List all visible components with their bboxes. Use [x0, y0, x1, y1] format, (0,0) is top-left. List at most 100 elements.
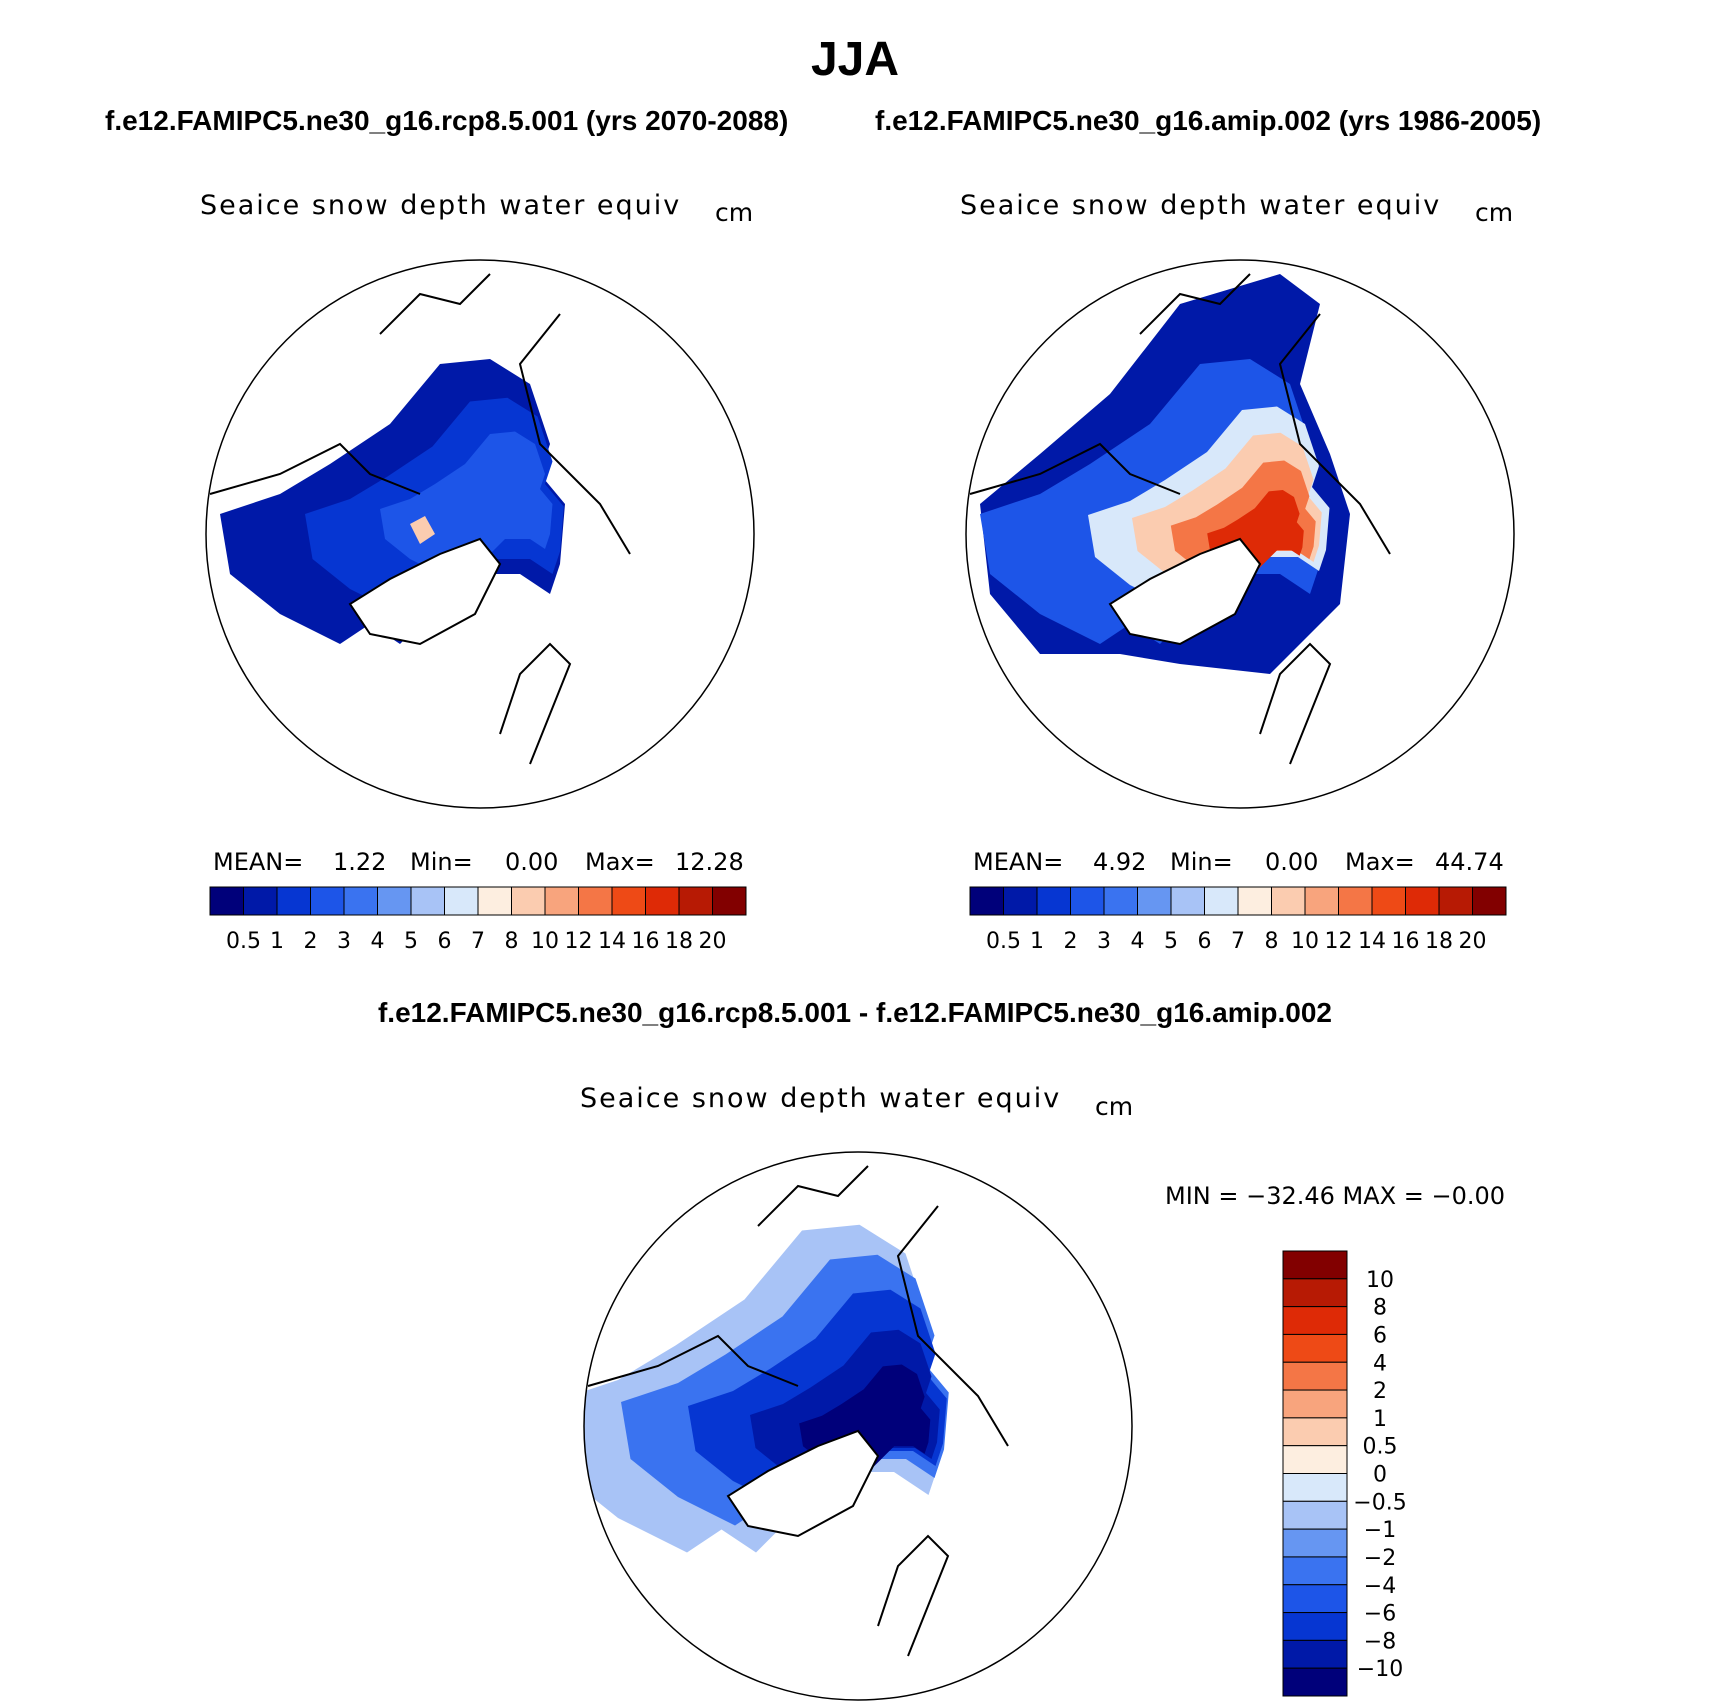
left-colorbar-swatch — [544, 886, 579, 916]
diff-colorbar-swatch — [1282, 1250, 1348, 1280]
right-min-value: 0.00 — [1265, 848, 1319, 876]
right-colorbar-tick-label: 2 — [1064, 929, 1078, 954]
left-colorbar-tick-label: 4 — [371, 929, 385, 954]
difference-title: f.e12.FAMIPC5.ne30_g16.rcp8.5.001 - f.e1… — [377, 997, 1333, 1028]
diff-variable-label: Seaice snow depth water equiv — [580, 1083, 1062, 1114]
left-unit-label: cm — [715, 198, 754, 227]
left-colorbar-tick-label: 16 — [632, 929, 660, 954]
right-colorbar-swatch — [1304, 886, 1339, 916]
diff-colorbar-tick-label: 6 — [1373, 1323, 1387, 1348]
diff-colorbar-swatch — [1282, 1306, 1348, 1335]
left-colorbar-swatch — [444, 886, 479, 916]
left-colorbar-swatch — [678, 886, 713, 916]
left-min-label: Min= — [410, 848, 473, 876]
right-colorbar-tick-label: 4 — [1131, 929, 1145, 954]
diff-colorbar-tick-label: −1 — [1364, 1518, 1396, 1543]
left-max-label: Max= — [585, 848, 655, 876]
diff-unit-label: cm — [1095, 1092, 1134, 1121]
diff-colorbar-tick-label: −0.5 — [1353, 1490, 1406, 1515]
right-colorbar-tick-label: 0.5 — [986, 929, 1021, 954]
right-colorbar-tick-label: 14 — [1358, 929, 1386, 954]
right-colorbar: 0.5 1 2 3 4 5 6 7 8 10 12 14 16 18 20 — [969, 886, 1507, 954]
diff-colorbar-tick-label: 4 — [1373, 1351, 1387, 1376]
diff-colorbar-swatch — [1282, 1417, 1348, 1447]
difference-polar-map — [584, 1152, 1132, 1700]
right-colorbar-swatch — [1070, 886, 1105, 916]
right-colorbar-swatch — [969, 886, 1004, 916]
right-colorbar-swatch — [1371, 886, 1406, 916]
right-max-label: Max= — [1345, 848, 1415, 876]
right-map-boundary — [965, 259, 1515, 809]
right-colorbar-swatch — [1036, 886, 1071, 916]
left-colorbar-swatch — [310, 886, 345, 916]
diff-colorbar-tick-label: −2 — [1364, 1546, 1396, 1571]
left-colorbar-tick-label: 5 — [404, 929, 418, 954]
right-colorbar-tick-label: 18 — [1425, 929, 1453, 954]
right-colorbar-tick-label: 5 — [1164, 929, 1178, 954]
diff-colorbar-tick-label: 10 — [1366, 1268, 1394, 1293]
right-unit-label: cm — [1475, 198, 1514, 227]
left-colorbar-swatch — [343, 886, 378, 916]
left-polar-map — [206, 260, 754, 808]
left-colorbar-swatch — [410, 886, 445, 916]
right-coastlines — [969, 273, 1391, 765]
left-colorbar-swatch — [712, 886, 747, 916]
right-colorbar-tick-label: 20 — [1459, 929, 1487, 954]
diff-colorbar-tick-label: −10 — [1357, 1657, 1403, 1682]
right-colorbar-tick-label: 1 — [1030, 929, 1044, 954]
right-colorbar-tick-label: 10 — [1291, 929, 1319, 954]
left-colorbar-swatch — [209, 886, 244, 916]
left-colorbar-swatch — [611, 886, 646, 916]
left-coastlines — [209, 273, 631, 765]
diff-colorbar-tick-label: 1 — [1373, 1407, 1387, 1432]
diff-colorbar-swatch — [1282, 1333, 1348, 1363]
right-mean-value: 4.92 — [1093, 848, 1147, 876]
right-colorbar-tick-label: 12 — [1325, 929, 1353, 954]
left-colorbar-tick-label: 14 — [598, 929, 626, 954]
diff-colorbar-swatch — [1282, 1389, 1348, 1419]
left-max-value: 12.28 — [675, 848, 744, 876]
left-colorbar-tick-label: 12 — [565, 929, 593, 954]
diff-colorbar-tick-label: −6 — [1364, 1602, 1396, 1627]
right-case-title: f.e12.FAMIPC5.ne30_g16.amip.002 (yrs 198… — [875, 105, 1542, 136]
left-colorbar-tick-label: 10 — [531, 929, 559, 954]
left-min-value: 0.00 — [505, 848, 559, 876]
right-polar-map — [966, 260, 1514, 808]
diff-map-boundary — [583, 1151, 1133, 1701]
right-colorbar-swatch — [1237, 886, 1272, 916]
left-colorbar-swatch — [243, 886, 278, 916]
left-colorbar-tick-label: 7 — [471, 929, 485, 954]
right-colorbar-swatch — [1204, 886, 1239, 916]
diff-colorbar-swatch — [1282, 1361, 1348, 1391]
right-colorbar-swatch — [1103, 886, 1138, 916]
left-colorbar-swatch — [645, 886, 680, 916]
right-colorbar-swatch — [1438, 886, 1473, 916]
diff-colorbar-tick-label: −8 — [1364, 1629, 1396, 1654]
left-colorbar-swatch — [276, 886, 311, 916]
diff-colorbar-swatch — [1282, 1528, 1348, 1558]
left-mean-value: 1.22 — [333, 848, 387, 876]
right-colorbar-tick-label: 8 — [1265, 929, 1279, 954]
right-colorbar-tick-label: 16 — [1392, 929, 1420, 954]
left-colorbar-tick-label: 3 — [337, 929, 351, 954]
left-colorbar-tick-label: 2 — [304, 929, 318, 954]
left-colorbar-tick-label: 0.5 — [226, 929, 261, 954]
diff-colorbar-tick-label: −4 — [1364, 1574, 1396, 1599]
left-map-contour-3 — [410, 516, 435, 544]
right-variable-label: Seaice snow depth water equiv — [960, 190, 1442, 221]
left-colorbar: 0.5 1 2 3 4 5 6 7 8 10 12 14 16 18 20 — [209, 886, 747, 954]
left-colorbar-tick-label: 6 — [438, 929, 452, 954]
right-min-label: Min= — [1170, 848, 1233, 876]
diff-colorbar: 10 86 4 2 1 0.5 0−0.5 −1 −2 −4 −6−8 −10 — [1282, 1250, 1407, 1697]
left-colorbar-tick-label: 18 — [665, 929, 693, 954]
left-case-title: f.e12.FAMIPC5.ne30_g16.rcp8.5.001 (yrs 2… — [105, 105, 789, 136]
season-title: JJA — [810, 33, 900, 86]
right-colorbar-tick-label: 6 — [1198, 929, 1212, 954]
diff-colorbar-swatch — [1282, 1278, 1348, 1308]
right-colorbar-swatch — [1271, 886, 1306, 916]
left-map-boundary — [205, 259, 755, 809]
right-colorbar-tick-label: 3 — [1097, 929, 1111, 954]
diff-colorbar-swatch — [1282, 1612, 1348, 1641]
diff-colorbar-tick-label: 0 — [1373, 1463, 1387, 1488]
